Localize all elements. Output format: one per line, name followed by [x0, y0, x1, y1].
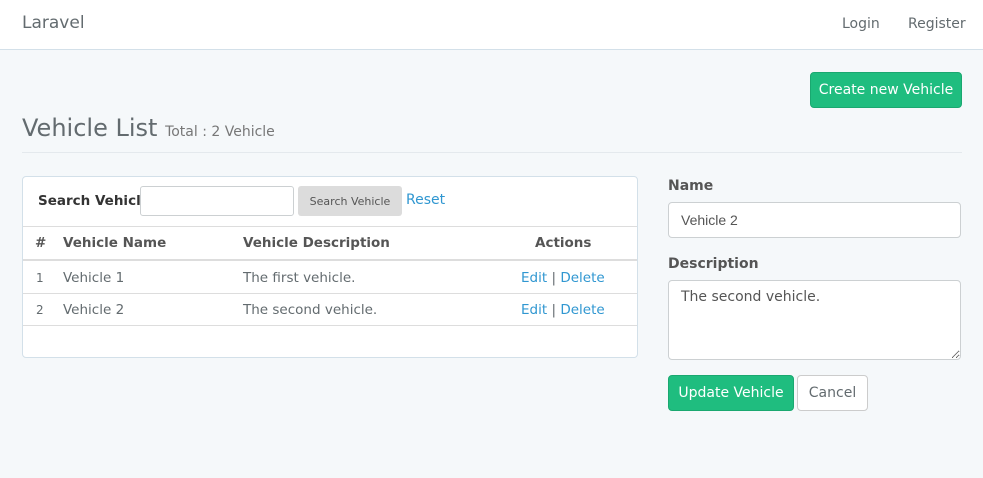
table-row: 2 Vehicle 2 The second vehicle. Edit | D…: [23, 293, 637, 326]
col-num: #: [35, 235, 47, 251]
create-vehicle-button[interactable]: Create new Vehicle: [810, 72, 962, 108]
row-num: 2: [36, 302, 44, 317]
page-title: Vehicle List Total : 2 Vehicle: [22, 114, 275, 142]
description-textarea[interactable]: The second vehicle.: [668, 280, 961, 360]
register-link[interactable]: Register: [908, 16, 966, 32]
row-description: The first vehicle.: [243, 269, 356, 286]
col-name: Vehicle Name: [63, 235, 167, 251]
search-button[interactable]: Search Vehicle: [298, 186, 402, 216]
table-header: # Vehicle Name Vehicle Description Actio…: [23, 226, 637, 261]
row-name: Vehicle 2: [63, 301, 125, 318]
table-row: 1 Vehicle 1 The first vehicle. Edit | De…: [23, 261, 637, 294]
reset-link[interactable]: Reset: [406, 192, 446, 208]
edit-link[interactable]: Edit: [521, 301, 548, 318]
divider: [22, 152, 962, 153]
search-label: Search Vehicle: [38, 193, 150, 209]
separator: |: [551, 269, 557, 286]
search-input[interactable]: [140, 186, 294, 216]
total-count: Total : 2 Vehicle: [165, 124, 275, 140]
col-actions: Actions: [535, 235, 592, 251]
description-label: Description: [668, 256, 759, 272]
update-vehicle-button[interactable]: Update Vehicle: [668, 375, 794, 411]
row-description: The second vehicle.: [243, 301, 378, 318]
name-input[interactable]: [668, 202, 961, 238]
edit-link[interactable]: Edit: [521, 269, 548, 286]
row-num: 1: [36, 270, 44, 285]
row-name: Vehicle 1: [63, 269, 125, 286]
vehicle-table-panel: Search Vehicle Search Vehicle Reset # Ve…: [22, 176, 638, 358]
cancel-button[interactable]: Cancel: [797, 375, 868, 411]
brand-link[interactable]: Laravel: [22, 13, 85, 33]
delete-link[interactable]: Delete: [560, 269, 605, 286]
separator: |: [551, 301, 557, 318]
login-link[interactable]: Login: [842, 16, 880, 32]
name-label: Name: [668, 178, 714, 194]
col-description: Vehicle Description: [243, 235, 390, 251]
delete-link[interactable]: Delete: [560, 301, 605, 318]
navbar: Laravel Login Register: [0, 0, 983, 50]
page-title-text: Vehicle List: [22, 114, 158, 142]
